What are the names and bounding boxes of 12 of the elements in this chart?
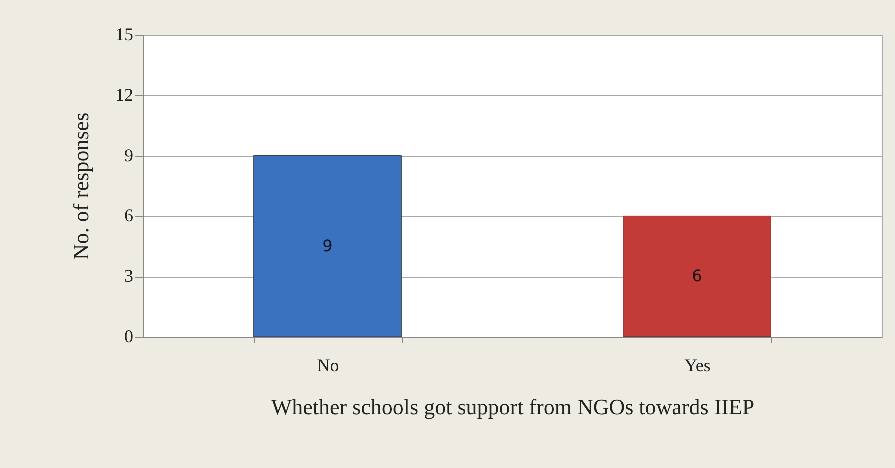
y-tick-label: 12 — [116, 84, 134, 105]
y-tick-label: 15 — [116, 24, 134, 44]
y-tick-label: 9 — [124, 145, 134, 166]
y-tick-label: 6 — [124, 206, 134, 226]
x-axis-title: Whether schools got support from NGOs towards IIEP — [271, 394, 755, 420]
y-tick-label: 3 — [124, 266, 134, 286]
data-label: 6 — [692, 266, 702, 286]
y-axis-title: No. of responses — [68, 112, 94, 260]
data-label: 9 — [322, 236, 333, 256]
y-tick-label: 0 — [124, 326, 134, 346]
x-tick-label: Yes — [684, 356, 711, 376]
x-tick-label: No — [317, 356, 340, 376]
